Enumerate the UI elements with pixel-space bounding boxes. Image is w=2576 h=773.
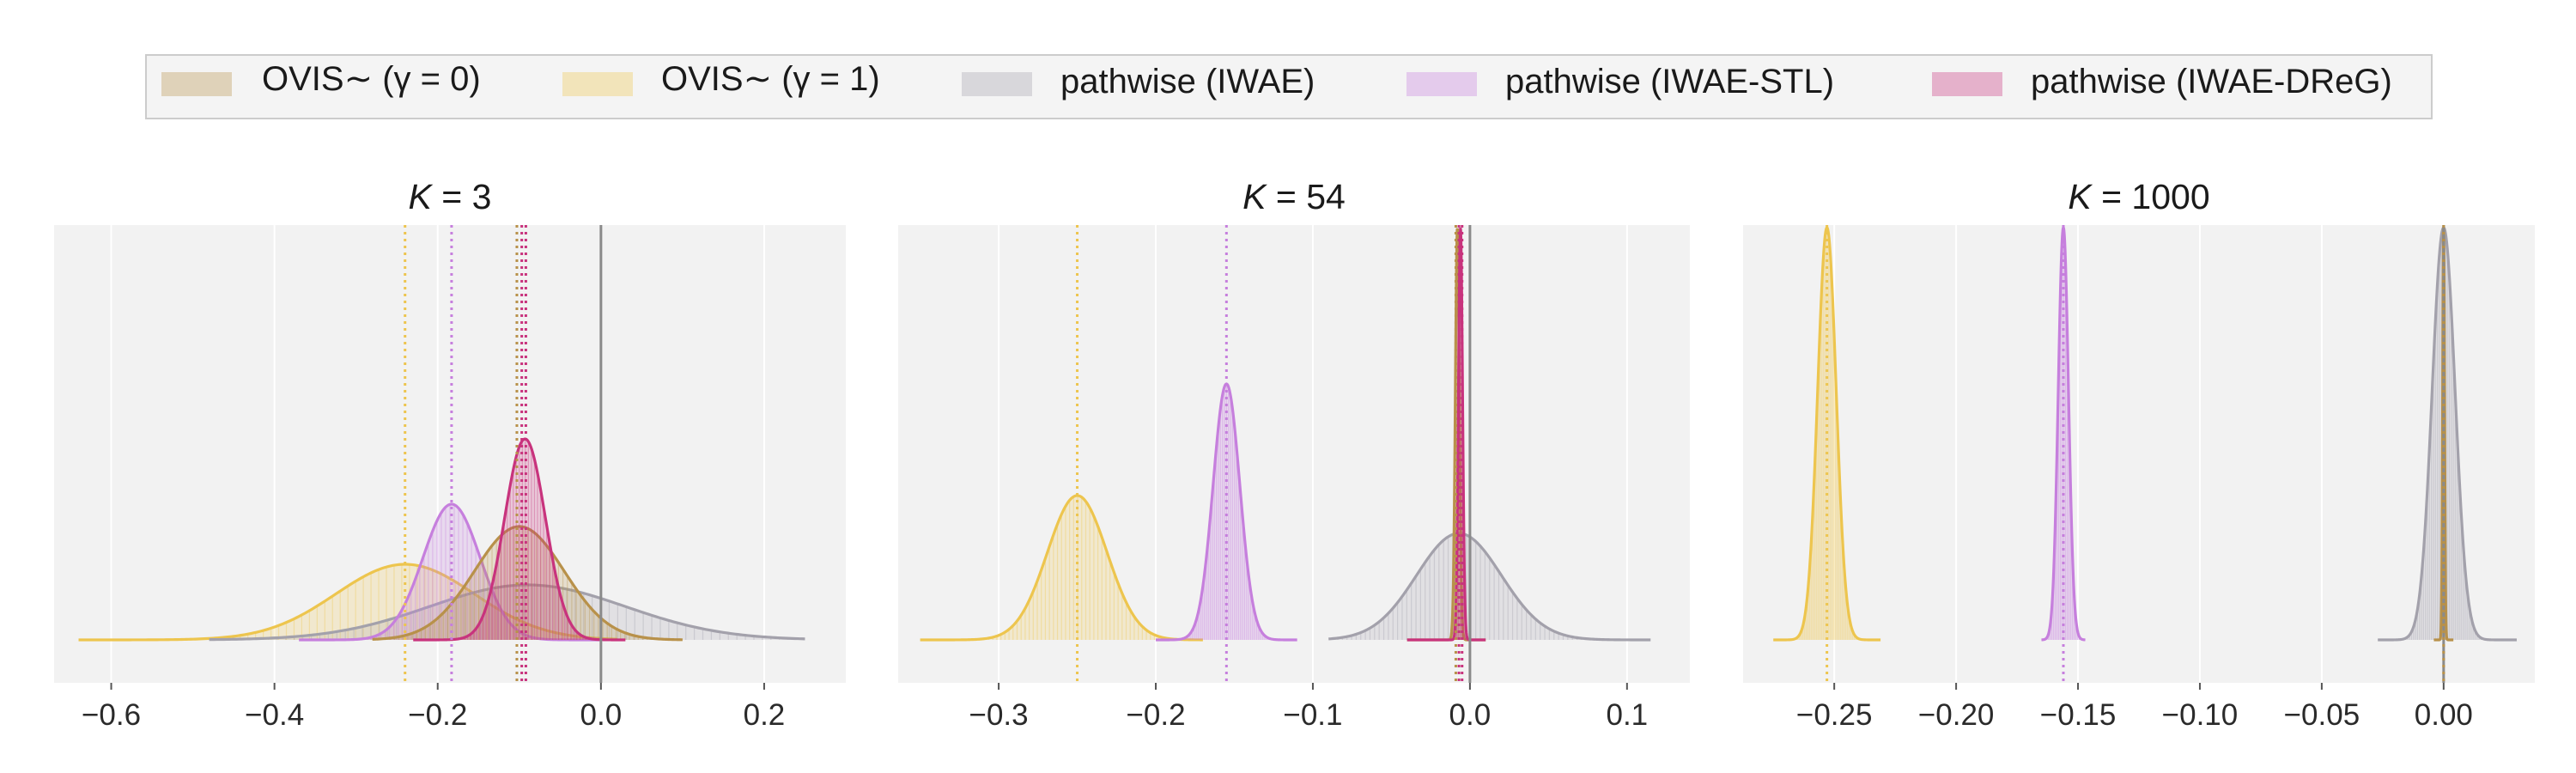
density-fill-pathwise-iwae-stl — [299, 504, 601, 640]
tick-label: −0.1 — [1283, 698, 1342, 732]
plot-area — [1773, 225, 2517, 683]
histogram-bars-ovis-0 — [389, 526, 653, 640]
density-fill-pathwise-iwae — [2378, 228, 2517, 640]
tick-label: −0.6 — [82, 698, 141, 732]
legend-label: OVIS∼ (γ = 1) — [661, 60, 880, 98]
density-fill-pathwise-iwae — [1328, 533, 1651, 640]
legend-swatch — [1406, 72, 1477, 96]
density-fill-pathwise-iwae — [209, 585, 805, 640]
legend-label: pathwise (IWAE-STL) — [1505, 63, 1834, 100]
density-fill-ovis-0 — [372, 526, 683, 640]
legend: OVIS∼ (γ = 0) OVIS∼ (γ = 1) pathwise (IW… — [145, 54, 2433, 119]
legend-item-iwae-dreg: pathwise (IWAE-DReG) — [1932, 63, 2392, 100]
tick-label: −0.20 — [1918, 698, 1995, 732]
tick-label: 0.00 — [2415, 698, 2473, 732]
density-fill-pathwise-iwae-dreg — [413, 439, 626, 640]
histogram-bars-ovis-1 — [1796, 228, 1858, 640]
panel-title: K = 1000 — [2068, 177, 2209, 216]
tick-label: 0.0 — [580, 698, 623, 732]
plot-background — [1743, 225, 2535, 683]
density-curve-pathwise-iwae-stl — [299, 502, 601, 642]
plot-area — [920, 225, 1651, 683]
tick-label: −0.05 — [2284, 698, 2360, 732]
tick-label: −0.2 — [1126, 698, 1185, 732]
density-fill-ovis-1 — [78, 564, 617, 640]
legend-item-ovis-gamma0: OVIS∼ (γ = 0) — [161, 60, 481, 98]
density-curve-ovis-1 — [920, 494, 1203, 642]
legend-label: OVIS∼ (γ = 0) — [262, 60, 481, 98]
density-fill-pathwise-iwae-stl — [1156, 384, 1297, 640]
density-curve-ovis-0 — [372, 525, 683, 642]
density-curve-pathwise-iwae — [1328, 532, 1651, 642]
tick-label: 0.0 — [1449, 698, 1492, 732]
histogram-bars-pathwise-iwae-stl — [1183, 384, 1270, 640]
panel-k3: −0.6 −0.4 −0.2 0.0 0.2 K = 3 — [54, 177, 846, 732]
legend-swatch — [562, 72, 633, 96]
tick-label: −0.25 — [1796, 698, 1873, 732]
legend-item-iwae: pathwise (IWAE) — [962, 63, 1315, 100]
panel-title: K = 54 — [1242, 177, 1346, 216]
plot-background — [898, 225, 1690, 683]
density-curve-ovis-1 — [78, 563, 617, 642]
legend-frame — [145, 54, 2433, 119]
panel-title: K = 3 — [409, 177, 492, 216]
legend-label: pathwise (IWAE) — [1060, 63, 1315, 100]
density-curve-pathwise-iwae — [2378, 226, 2517, 642]
panel-k54: −0.3 −0.2 −0.1 0.0 0.1 K = 54 — [898, 177, 1690, 732]
legend-swatch — [1932, 72, 2002, 96]
histogram-bars-ovis-1 — [987, 496, 1168, 640]
density-curve-pathwise-iwae — [209, 583, 805, 642]
tick-label: 0.2 — [744, 698, 786, 732]
legend-swatch — [962, 72, 1032, 96]
legend-swatch — [161, 72, 232, 96]
legend-item-ovis-gamma1: OVIS∼ (γ = 1) — [562, 60, 880, 98]
panel-k1000: −0.25 −0.20 −0.15 −0.10 −0.05 0.00 K = 1000 — [1743, 177, 2535, 732]
tick-label: −0.2 — [408, 698, 467, 732]
density-fill-ovis-1 — [920, 496, 1203, 640]
tick-label: −0.10 — [2162, 698, 2239, 732]
legend-label: pathwise (IWAE-DReG) — [2031, 63, 2392, 100]
density-curve-pathwise-iwae-dreg — [1406, 228, 1486, 642]
tick-label: −0.15 — [2040, 698, 2117, 732]
plot-area — [78, 225, 805, 683]
tick-label: 0.1 — [1606, 698, 1648, 732]
tick-label: −0.3 — [969, 698, 1029, 732]
density-curve-pathwise-iwae-dreg — [413, 437, 626, 642]
legend-item-iwae-stl: pathwise (IWAE-STL) — [1406, 63, 1834, 100]
tick-label: −0.4 — [245, 698, 304, 732]
